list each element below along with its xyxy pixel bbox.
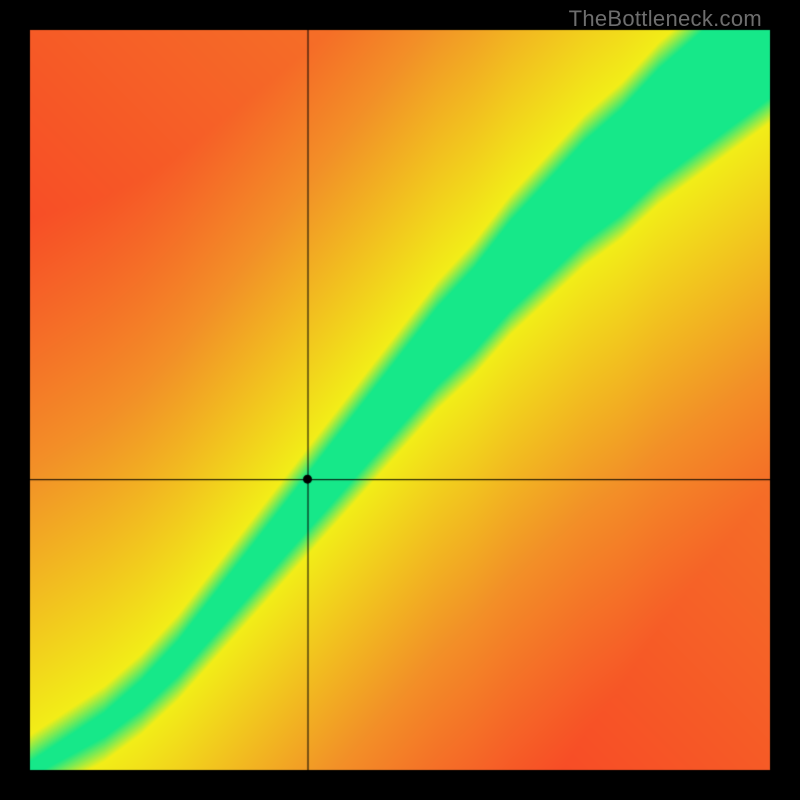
heatmap-canvas: [0, 0, 800, 800]
chart-container: TheBottleneck.com: [0, 0, 800, 800]
watermark-text: TheBottleneck.com: [569, 6, 762, 32]
